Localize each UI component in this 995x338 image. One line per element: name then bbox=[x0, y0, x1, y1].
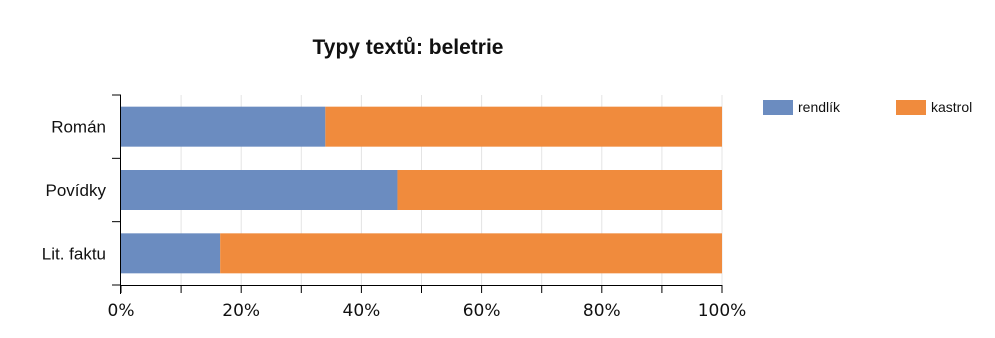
x-tick-labels: 0% 20% 40% 60% 80% 100% bbox=[108, 301, 747, 321]
category-label-povidky: Povídky bbox=[46, 181, 107, 200]
category-label-roman: Román bbox=[51, 118, 106, 137]
x-tick-label-20: 20% bbox=[222, 301, 260, 321]
x-tick-label-60: 60% bbox=[463, 301, 501, 321]
legend-label-kastrol: kastrol bbox=[931, 99, 972, 115]
bar-roman-kastrol bbox=[325, 106, 722, 147]
axes bbox=[112, 94, 723, 294]
bar-lit-faktu-kastrol bbox=[220, 233, 723, 274]
x-tick-label-80: 80% bbox=[583, 301, 621, 321]
x-tick-label-40: 40% bbox=[343, 301, 381, 321]
legend-swatch-rendlik bbox=[763, 100, 793, 115]
chart-title: Typy textů: beletrie bbox=[313, 36, 504, 59]
x-tick-label-100: 100% bbox=[698, 301, 747, 321]
bar-roman-rendlik bbox=[121, 106, 326, 147]
bar-lit-faktu-rendlik bbox=[121, 233, 221, 274]
legend-label-rendlik: rendlík bbox=[798, 99, 841, 115]
category-label-lit-faktu: Lit. faktu bbox=[42, 244, 106, 263]
bar-povidky-kastrol bbox=[397, 170, 722, 210]
bar-povidky-rendlik bbox=[121, 170, 398, 210]
x-tick-label-0: 0% bbox=[108, 301, 135, 321]
category-labels: Román Povídky Lit. faktu bbox=[42, 118, 107, 264]
legend: rendlík kastrol bbox=[763, 99, 972, 115]
legend-swatch-kastrol bbox=[896, 100, 926, 115]
bars bbox=[121, 106, 723, 274]
